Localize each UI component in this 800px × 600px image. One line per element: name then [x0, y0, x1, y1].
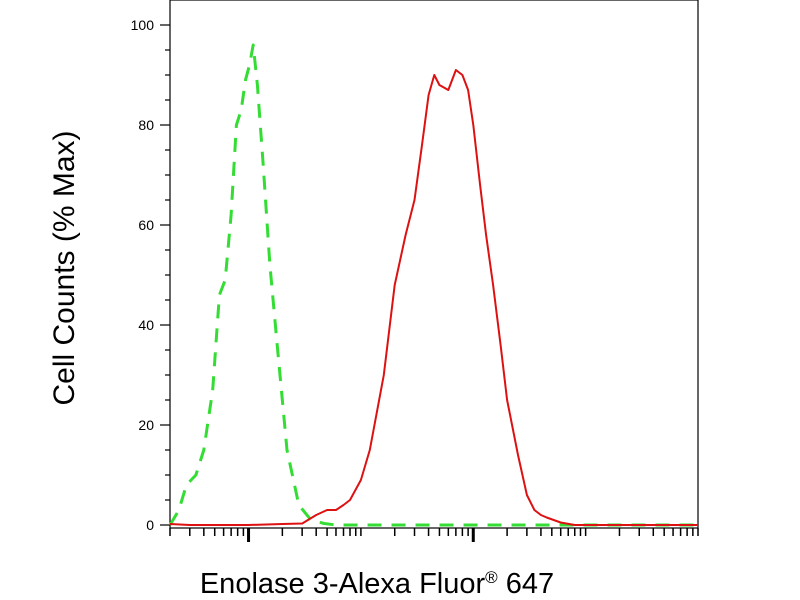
x-axis-label: Enolase 3-Alexa Fluor® 647: [200, 568, 554, 600]
x-axis-label-main: Enolase 3-Alexa Fluor: [200, 568, 486, 600]
y-tick-label: 60: [138, 217, 154, 233]
sample-histogram-line: [169, 69, 698, 526]
y-tick-label: 80: [138, 117, 154, 133]
series-layer: [168, 43, 698, 527]
y-tick-label: 40: [138, 317, 154, 333]
y-axis: 0 20 40 60 80 100: [131, 17, 170, 533]
x-axis-label-registered-mark: ®: [485, 568, 498, 587]
y-tick-label: 100: [131, 17, 155, 33]
x-axis-label-suffix: 647: [498, 568, 554, 600]
plot-frame: [169, 0, 699, 529]
y-tick-label: 20: [138, 417, 154, 433]
y-axis-label: Cell Counts (% Max): [48, 130, 81, 405]
x-axis: [169, 528, 699, 542]
y-tick-label: 0: [146, 517, 154, 533]
control-histogram-line: [168, 43, 698, 527]
